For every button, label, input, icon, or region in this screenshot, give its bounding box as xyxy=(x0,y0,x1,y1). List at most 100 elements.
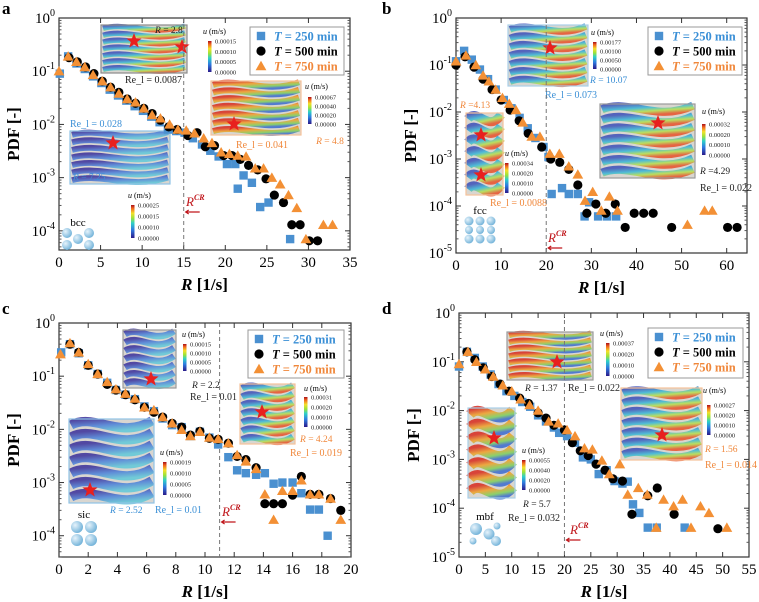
inset-border xyxy=(506,331,594,381)
x-tick-label: 2 xyxy=(84,562,92,578)
x-axis-label: R [1/s] xyxy=(577,278,625,297)
series-750 xyxy=(450,50,718,229)
inset-r-label: R = 10.07 xyxy=(589,76,628,86)
sphere xyxy=(493,522,501,530)
x-tick-label: 0 xyxy=(55,255,63,271)
data-point xyxy=(110,383,122,394)
colorbar-tick-label: 0.00005 xyxy=(170,482,191,489)
data-point xyxy=(313,489,325,499)
data-point xyxy=(475,65,485,74)
data-point xyxy=(325,493,336,503)
y-tick-label: 10-3 xyxy=(429,149,452,168)
streamline xyxy=(508,49,588,61)
data-point xyxy=(623,477,632,486)
data-point xyxy=(477,70,489,80)
data-point xyxy=(510,104,522,115)
sphere xyxy=(487,226,495,234)
data-point xyxy=(526,131,538,141)
data-point xyxy=(523,124,532,133)
data-point xyxy=(172,124,184,134)
x-tick-label: 10 xyxy=(135,255,150,271)
data-point xyxy=(188,134,198,143)
colorbar-unit: u (m/s) xyxy=(128,191,151,200)
streamline xyxy=(71,152,169,163)
data-point xyxy=(287,485,298,495)
data-point xyxy=(243,160,254,170)
inset-border xyxy=(507,24,589,87)
data-point xyxy=(579,442,590,453)
streamline xyxy=(102,44,186,54)
colorbar-tick-label: 0.00010 xyxy=(709,142,730,149)
data-point xyxy=(295,475,307,485)
data-point xyxy=(64,337,76,348)
streamline xyxy=(508,337,592,347)
streamline xyxy=(212,79,301,90)
data-point xyxy=(706,205,718,215)
colorbar-unit: u (m/s) xyxy=(702,107,725,116)
inset-r-label: R = 5.7 xyxy=(522,500,551,510)
streamline xyxy=(508,357,592,368)
sphere xyxy=(62,228,72,238)
data-point xyxy=(586,455,596,464)
colorbar-tick-label: 0.00000 xyxy=(529,488,550,495)
colorbar-tick-label: 0.00020 xyxy=(529,478,550,485)
plot-frame xyxy=(458,312,750,558)
legend-label: T = 750 min xyxy=(672,60,736,74)
data-point xyxy=(483,76,495,86)
x-axis-label: R [1/s] xyxy=(181,582,229,601)
legend-marker xyxy=(654,332,664,342)
inset-re-label: Re_l = 0.01 xyxy=(155,505,202,516)
colorbar-tick-label: 0.00000 xyxy=(190,369,211,376)
streamline xyxy=(464,146,505,162)
streamline xyxy=(621,385,702,400)
series-750 xyxy=(55,337,347,524)
panel-label: d xyxy=(382,299,392,318)
colorbar xyxy=(131,205,135,238)
x-tick-label: 18 xyxy=(314,562,329,578)
data-point xyxy=(138,103,150,113)
y-tick-label: 100 xyxy=(35,8,55,27)
panel-d: d 0 5 10 15 20 25 30 35 40 45 50 55 100 10-1 10-2 10-3 10… xyxy=(382,299,757,601)
sphere xyxy=(71,534,83,546)
y-tick-label: 10-2 xyxy=(32,419,55,438)
colorbar-tick-label: 0.00000 xyxy=(709,153,730,160)
y-tick-label: 10-2 xyxy=(32,114,55,133)
streamline xyxy=(466,482,517,500)
sphere xyxy=(475,234,485,244)
data-point xyxy=(603,191,615,201)
data-point xyxy=(53,66,65,76)
colorbar-tick-label: 0.00037 xyxy=(613,341,635,348)
inset-re-label: Re_l = 0.0087 xyxy=(125,75,182,86)
data-point xyxy=(120,388,131,398)
data-point xyxy=(547,189,556,199)
star-icon xyxy=(486,430,502,445)
inset-re-label: Re_l = 0.032 xyxy=(508,513,560,524)
packing-spheres-icon xyxy=(469,522,501,546)
y-tick-label: 10-3 xyxy=(32,473,55,492)
streamline-inset: u (m/s) 0.00055 0.00040 0.00020 0.00000 R = 5… xyxy=(466,405,560,524)
colorbar-unit: u (m/s) xyxy=(505,149,528,158)
colorbar-unit: u (m/s) xyxy=(304,384,327,393)
streamline xyxy=(102,23,186,33)
data-point xyxy=(699,205,710,215)
streamline xyxy=(102,37,186,47)
colorbar xyxy=(593,42,597,69)
x-tick-label: 0 xyxy=(55,562,63,578)
data-point xyxy=(87,69,99,80)
data-point xyxy=(304,489,316,499)
data-point xyxy=(232,150,244,160)
x-tick-label: 15 xyxy=(531,562,546,578)
series-750 xyxy=(53,51,338,244)
panel-label: a xyxy=(2,0,11,18)
data-point xyxy=(573,189,583,199)
data-point xyxy=(295,220,305,230)
streamline xyxy=(212,102,301,113)
colorbar-tick-label: 0.00000 xyxy=(613,374,634,381)
x-tick-label: 8 xyxy=(172,562,180,578)
data-point xyxy=(185,430,196,441)
x-tick-label: 20 xyxy=(344,562,359,578)
plot-frame xyxy=(455,17,748,254)
y-axis-label: PDF [-] xyxy=(401,109,420,163)
streamline xyxy=(508,371,592,381)
